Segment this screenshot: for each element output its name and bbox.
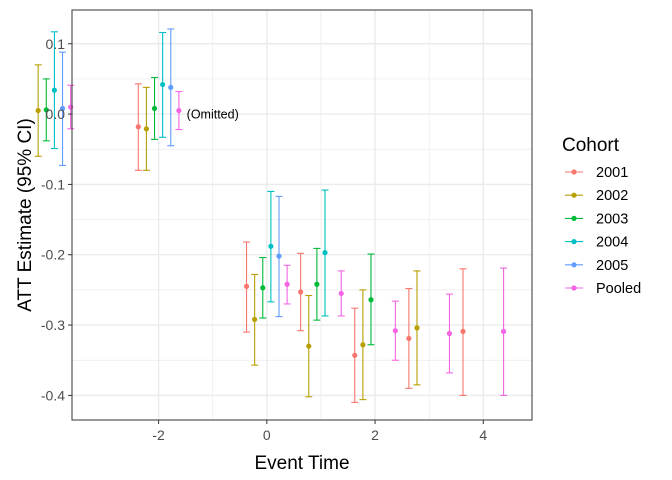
x-tick-label: 2 <box>371 427 379 443</box>
point-2002 <box>35 107 41 114</box>
axes: 0.1 0.0 -0.1 -0.2 -0.3 -0.4 -2 0 2 4 <box>41 36 488 443</box>
point-2001 <box>298 289 304 295</box>
legend-key-point-2003 <box>571 215 577 221</box>
legend-label-Pooled: Pooled <box>596 281 641 297</box>
x-tick-label: -2 <box>152 427 165 443</box>
chart-marks <box>34 28 508 403</box>
point-2002 <box>306 343 312 349</box>
annotation-label: (Omitted) <box>187 108 239 122</box>
point-2001 <box>460 328 466 334</box>
x-tick-label: 4 <box>479 427 487 443</box>
legend-key-point-Pooled <box>571 285 577 291</box>
y-tick-label: -0.2 <box>41 247 65 263</box>
grid-lines <box>72 10 532 420</box>
y-tick-label: -0.1 <box>41 176 65 192</box>
point-Pooled <box>284 281 290 287</box>
point-Pooled <box>500 328 507 334</box>
point-2003 <box>43 107 49 113</box>
legend-key-point-2004 <box>571 239 577 245</box>
x-tick-label: 0 <box>263 427 271 443</box>
legend-label-2003: 2003 <box>596 211 628 227</box>
point-Pooled <box>338 290 344 297</box>
y-tick-label: -0.3 <box>41 317 65 333</box>
legend-label-2004: 2004 <box>596 235 628 251</box>
point-2004 <box>51 87 58 93</box>
point-2003 <box>314 281 320 287</box>
point-Pooled <box>392 328 398 334</box>
point-2003 <box>368 297 374 303</box>
chart-annotations: (Omitted) <box>187 108 239 122</box>
y-tick-label: 0.0 <box>46 106 66 122</box>
point-2001 <box>135 124 141 130</box>
point-2004 <box>268 243 274 249</box>
y-tick-label: -0.4 <box>41 387 65 403</box>
point-2004 <box>322 250 328 256</box>
point-Pooled <box>446 330 453 337</box>
legend-key-point-2001 <box>571 169 577 175</box>
legend-label-2005: 2005 <box>596 258 628 274</box>
point-Pooled <box>176 107 182 114</box>
point-2005 <box>168 84 174 90</box>
point-2003 <box>260 285 266 291</box>
legend-key-point-2002 <box>571 192 577 198</box>
point-2001 <box>406 335 412 342</box>
point-2004 <box>160 81 166 88</box>
point-2002 <box>360 342 366 348</box>
legend: Cohort 2001 2002 2003 2004 2005 Pooled <box>562 135 641 297</box>
y-axis-title: ATT Estimate (95% CI) <box>15 118 36 312</box>
plot-panel <box>72 10 532 420</box>
point-2002 <box>143 126 150 132</box>
plot-border <box>71 9 533 421</box>
point-2001 <box>243 283 250 289</box>
x-axis-title: Event Time <box>254 453 349 474</box>
point-2003 <box>151 105 158 112</box>
point-2005 <box>59 105 66 112</box>
legend-key-point-2005 <box>571 262 577 268</box>
legend-label-2002: 2002 <box>596 188 628 204</box>
legend-title: Cohort <box>562 135 620 156</box>
point-2005 <box>276 253 282 259</box>
point-2002 <box>414 325 420 331</box>
point-2002 <box>252 316 258 323</box>
y-tick-label: 0.1 <box>46 36 66 52</box>
point-2001 <box>352 352 358 358</box>
legend-label-2001: 2001 <box>596 165 628 181</box>
